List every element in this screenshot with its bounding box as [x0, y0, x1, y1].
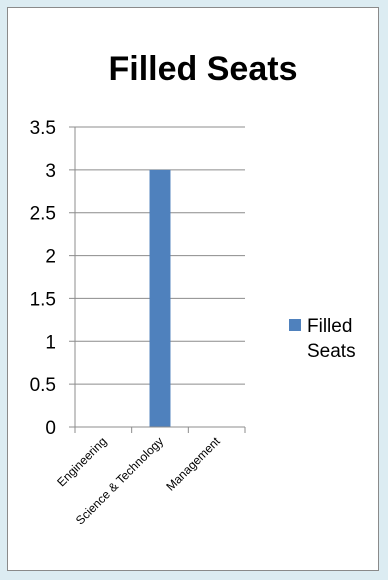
legend-label: Seats	[307, 341, 356, 362]
y-tick-label: 0	[45, 418, 56, 439]
chart-frame	[7, 7, 379, 571]
legend-label: Filled	[307, 316, 352, 337]
y-tick-label: 3	[45, 161, 56, 182]
bars	[149, 169, 171, 427]
bar-science-technology	[149, 169, 171, 427]
legend-swatch	[289, 319, 301, 331]
y-tick-label: 2.5	[30, 204, 56, 225]
x-category-label: Management	[163, 434, 223, 494]
y-tick-label: 2	[45, 247, 56, 268]
x-category-label: Engineering	[54, 434, 109, 489]
chart-title: Filled Seats	[109, 50, 298, 88]
y-tick-label: 3.5	[30, 118, 56, 139]
y-tick-label: 1.5	[30, 289, 56, 310]
y-tick-label: 1	[45, 332, 56, 353]
y-axis: 0 0.5 1 1.5 2 2.5 3 3.5	[30, 118, 76, 439]
legend: Filled Seats	[289, 316, 356, 362]
y-tick-label: 0.5	[30, 375, 56, 396]
